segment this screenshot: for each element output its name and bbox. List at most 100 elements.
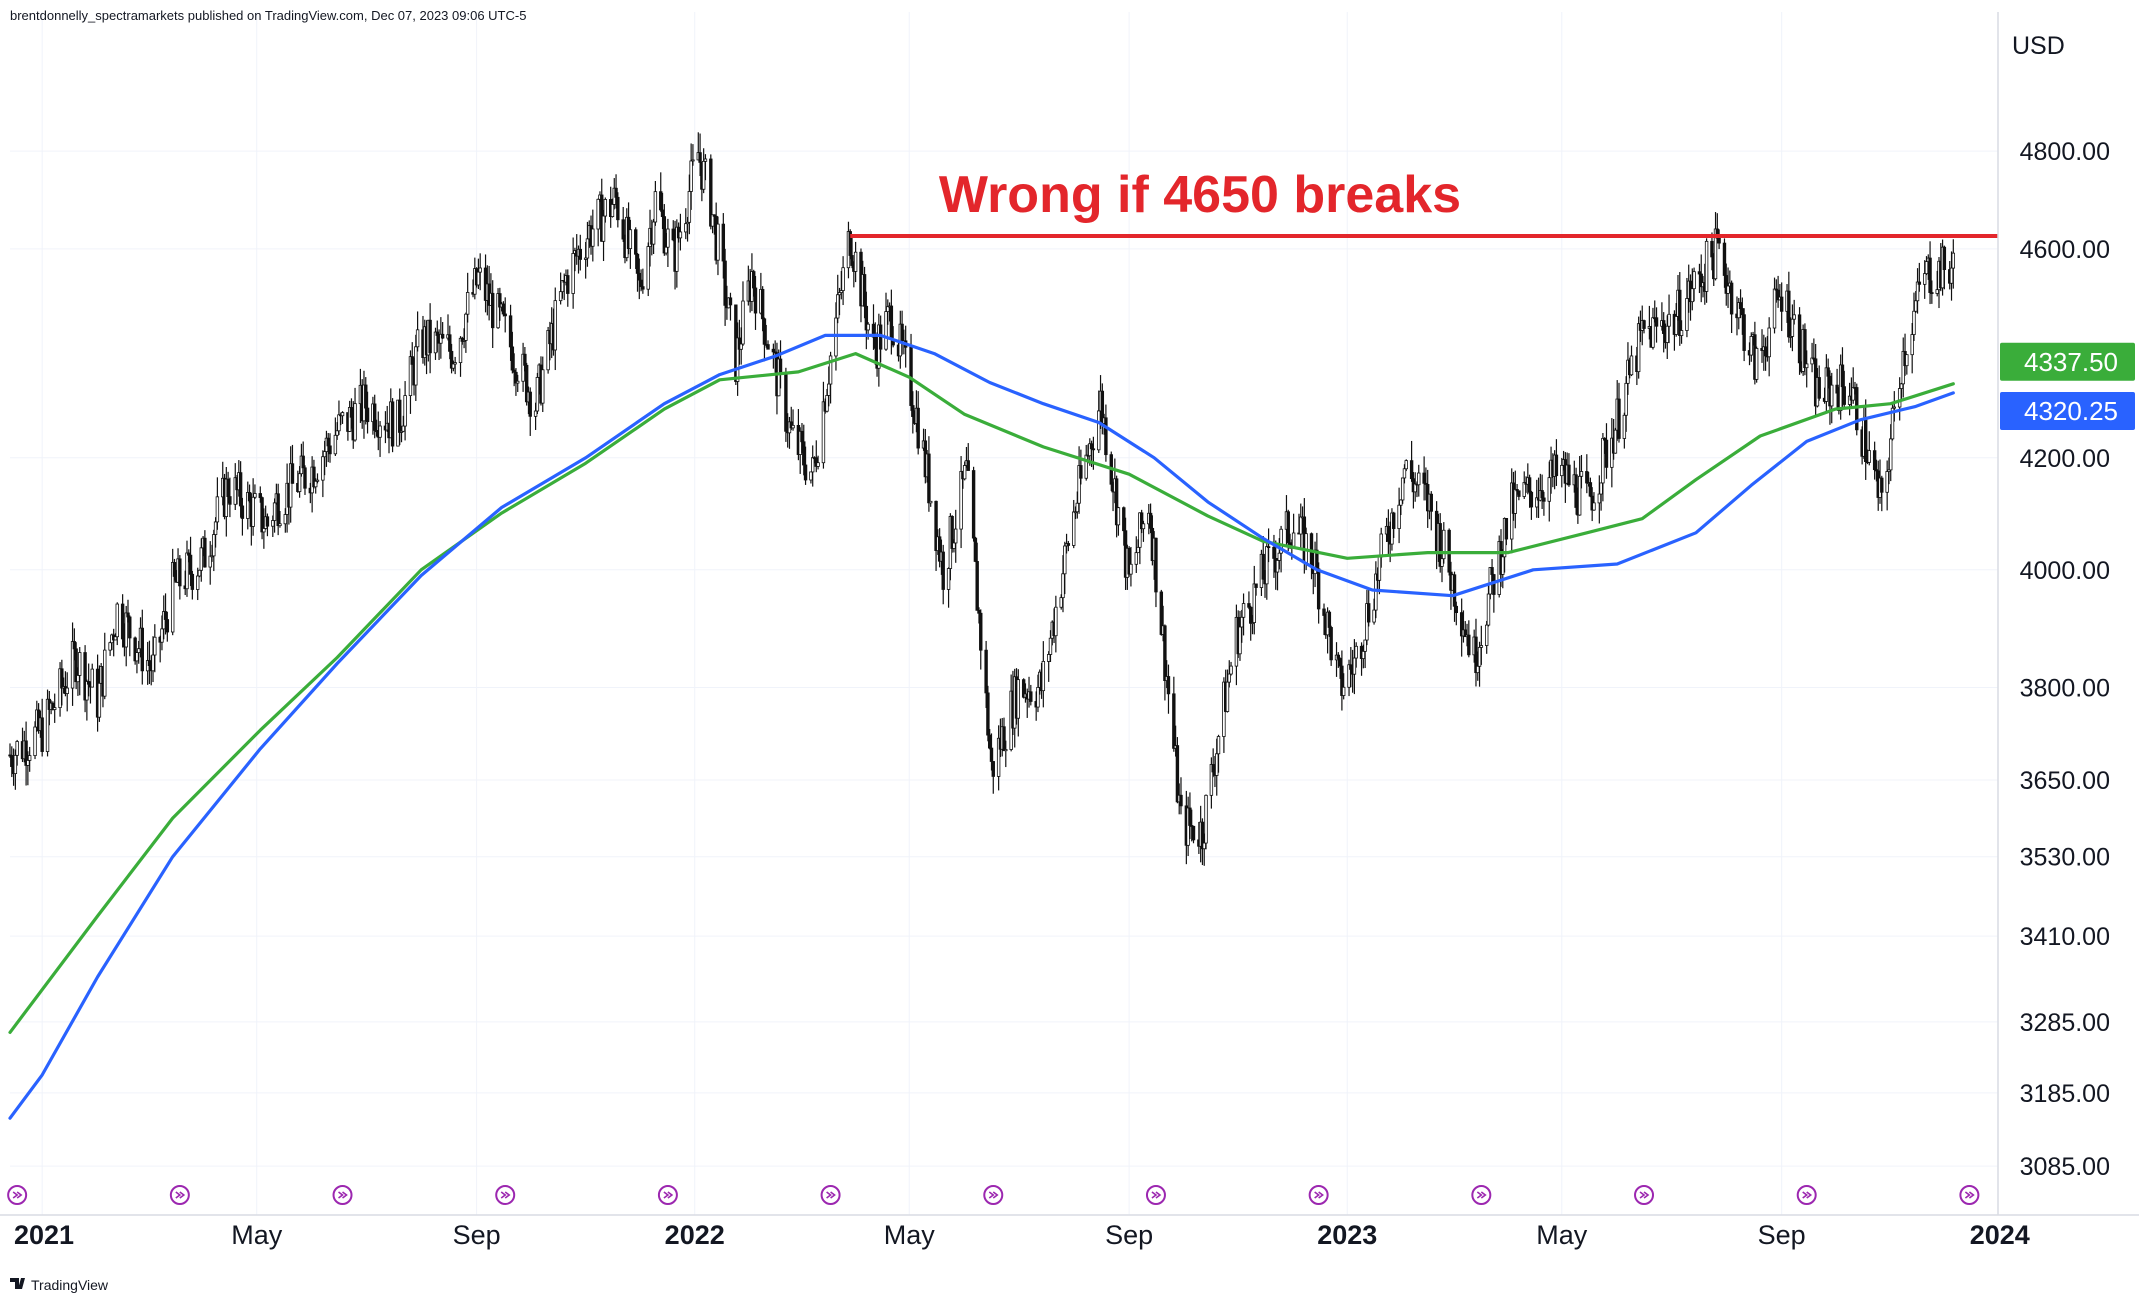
candle-body <box>591 228 595 247</box>
candle-body <box>1872 450 1877 471</box>
candle-body <box>353 403 357 441</box>
candle-body <box>1379 533 1383 558</box>
candle-body <box>1354 645 1358 659</box>
candle-body <box>991 761 995 777</box>
candle-body <box>1547 477 1551 502</box>
candle-body <box>889 305 894 340</box>
candle-body <box>1797 314 1802 364</box>
event-markers <box>7 1185 1980 1205</box>
candle-body <box>1467 634 1471 656</box>
candle-body <box>701 160 706 190</box>
candle-body <box>1372 609 1376 623</box>
candle-body <box>1692 271 1696 290</box>
candle-body <box>946 568 951 590</box>
candle-body <box>1772 288 1777 329</box>
candle-body <box>1889 438 1893 471</box>
candle-body <box>675 226 679 272</box>
candle-body <box>103 649 107 697</box>
candle-body <box>723 260 727 306</box>
candle-body <box>83 652 87 701</box>
x-tick-label: 2024 <box>1970 1220 2030 1250</box>
candle-body <box>52 707 57 710</box>
candle-body <box>72 641 77 650</box>
candle-body <box>1529 491 1534 508</box>
price-axis-ticks: 4800.00 4600.00 4200.00 4000.00 3800.00 3650.… <box>2020 138 2110 1181</box>
candle-body <box>1792 314 1796 320</box>
candle-body <box>1787 290 1791 338</box>
candle-body <box>65 687 69 694</box>
candle-body <box>646 246 650 290</box>
candle-body <box>428 319 432 354</box>
candle-body <box>328 445 332 455</box>
candle-body <box>716 223 720 261</box>
candle-body <box>1454 605 1459 614</box>
candle-body <box>1202 842 1206 850</box>
candle-body <box>1613 429 1618 454</box>
candle-body <box>1122 507 1126 532</box>
candle-body <box>498 293 502 308</box>
candle-body <box>1059 597 1063 608</box>
candle-body <box>1116 507 1121 526</box>
dividend-marker-icon <box>495 1185 516 1205</box>
candle-body <box>1209 764 1214 796</box>
candle-body <box>390 401 395 447</box>
candle-body <box>916 407 920 449</box>
candle-body <box>1592 502 1596 511</box>
candle-body <box>671 228 675 241</box>
candle-body <box>1897 388 1902 408</box>
candle-body <box>866 323 870 331</box>
candle-body <box>836 294 840 319</box>
y-tick-label: 3800.00 <box>2020 675 2110 703</box>
price-labels: 4337.50 4320.25 <box>2000 342 2135 430</box>
candle-body <box>465 292 470 315</box>
candle-body <box>1880 477 1884 493</box>
candle-body <box>1097 410 1101 451</box>
candle-body <box>1002 726 1006 752</box>
candle-body <box>1579 471 1584 477</box>
candle-body <box>108 642 112 651</box>
candle-body <box>1134 552 1138 565</box>
candle-body <box>1685 298 1689 331</box>
candle-body <box>1265 546 1269 585</box>
moving-averages <box>8 333 1955 1120</box>
candle-body <box>687 191 692 223</box>
x-tick-label: May <box>1536 1220 1588 1250</box>
candle-body <box>1924 261 1929 275</box>
candle-body <box>1851 387 1855 401</box>
candle-body <box>1540 490 1544 499</box>
candle-body <box>415 329 420 348</box>
candle-body <box>301 455 305 469</box>
candle-body <box>1139 512 1144 530</box>
candle-body <box>1597 493 1602 504</box>
candle-body <box>1361 650 1366 659</box>
candle-body <box>558 291 563 302</box>
candle-body <box>628 229 633 249</box>
candle-body <box>1129 563 1133 575</box>
dividend-marker-icon <box>1308 1185 1329 1205</box>
tradingview-logo-icon[interactable] <box>10 1278 25 1289</box>
candle-body <box>873 336 877 349</box>
candle-body <box>1179 794 1183 807</box>
candle-body <box>1942 246 1947 270</box>
dividend-marker-icon <box>657 1185 678 1205</box>
footer-brand[interactable]: TradingView <box>31 1277 109 1293</box>
candle-body <box>185 552 189 590</box>
y-tick-label: 4000.00 <box>2020 557 2110 585</box>
price-axis-panel[interactable] <box>1998 0 2139 1215</box>
candle-body <box>151 654 155 672</box>
candle-body <box>440 333 445 339</box>
candle-body <box>975 561 979 611</box>
candle-body <box>212 534 216 557</box>
candle-body <box>934 500 938 551</box>
candle-body <box>1046 654 1051 662</box>
candle-body <box>954 528 958 544</box>
candle-body <box>1928 257 1932 293</box>
candle-body <box>349 407 354 418</box>
candle-body <box>178 558 182 587</box>
candle-body <box>1175 745 1180 803</box>
candle-body <box>1440 558 1444 567</box>
candle-body <box>950 515 954 549</box>
candle-body <box>213 521 218 535</box>
candle-body <box>1241 603 1246 618</box>
